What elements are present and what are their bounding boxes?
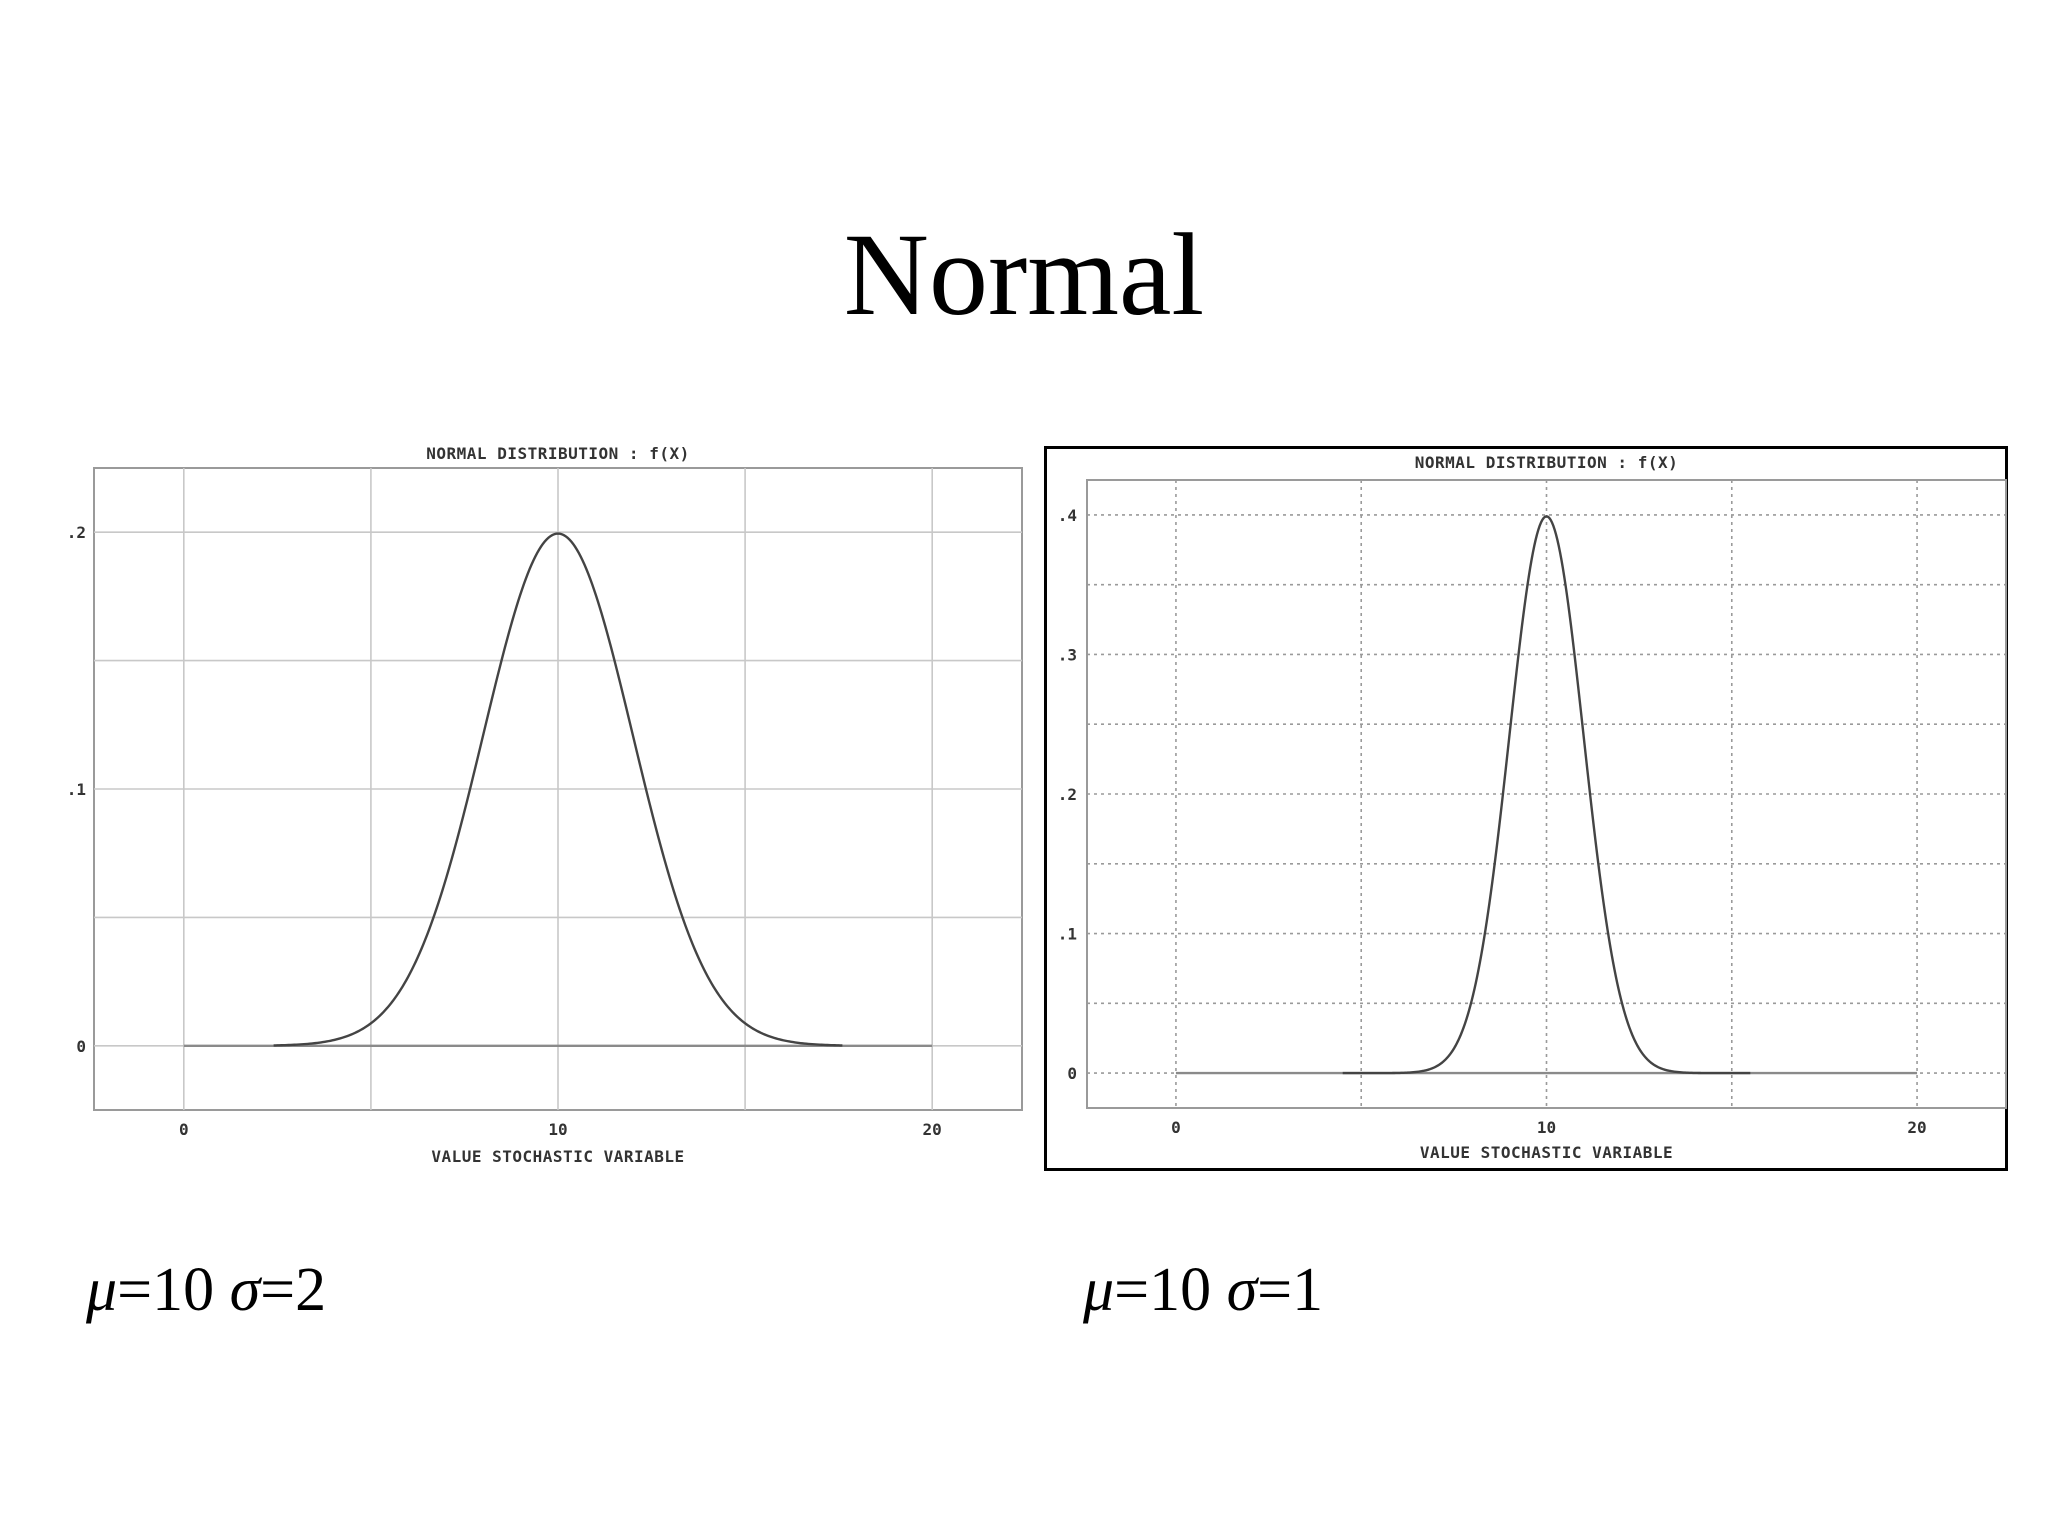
density-curve — [1342, 515, 1751, 1075]
density-curve — [273, 532, 843, 1047]
y-tick-label: .2 — [67, 523, 86, 542]
y-tick-label: .4 — [1058, 506, 1077, 525]
chart-title: NORMAL DISTRIBUTION : f(X) — [426, 444, 689, 463]
y-tick-label: .2 — [1058, 785, 1077, 804]
mu-symbol: μ — [1083, 1256, 1115, 1324]
mu-value: =10 — [1114, 1256, 1212, 1324]
y-tick-label: .1 — [67, 780, 86, 799]
params-label-right: μ=10 σ=1 — [1083, 1255, 1323, 1325]
slide-title: Normal — [843, 209, 1205, 340]
x-tick-label: 10 — [548, 1120, 567, 1139]
chart-title: NORMAL DISTRIBUTION : f(X) — [1415, 453, 1678, 472]
chart-normal-sd2: NORMAL DISTRIBUTION : f(X) 0 10 20 0 .1 .2 VALU… — [67, 444, 1023, 1166]
x-tick-label: 20 — [1907, 1118, 1926, 1137]
x-tick-label: 0 — [1171, 1118, 1181, 1137]
mu-symbol: μ — [86, 1256, 118, 1324]
sigma-value: =1 — [1257, 1256, 1324, 1324]
x-axis-label: VALUE STOCHASTIC VARIABLE — [1420, 1143, 1673, 1162]
x-axis-label: VALUE STOCHASTIC VARIABLE — [431, 1147, 684, 1166]
x-tick-label: 10 — [1537, 1118, 1556, 1137]
sigma-symbol: σ — [229, 1256, 261, 1324]
y-tick-label: .3 — [1058, 645, 1077, 664]
params-label-left: μ=10 σ=2 — [86, 1255, 326, 1325]
x-tick-label: 0 — [179, 1120, 189, 1139]
y-tick-label: 0 — [1067, 1064, 1077, 1083]
sigma-symbol: σ — [1226, 1256, 1258, 1324]
mu-value: =10 — [117, 1256, 215, 1324]
y-tick-label: 0 — [76, 1037, 86, 1056]
chart-normal-sd1: NORMAL DISTRIBUTION : f(X) 0 10 20 0 .1 .2 .3 .4… — [1044, 446, 2008, 1171]
x-tick-label: 20 — [923, 1120, 942, 1139]
y-tick-label: .1 — [1058, 925, 1077, 944]
sigma-value: =2 — [260, 1256, 327, 1324]
